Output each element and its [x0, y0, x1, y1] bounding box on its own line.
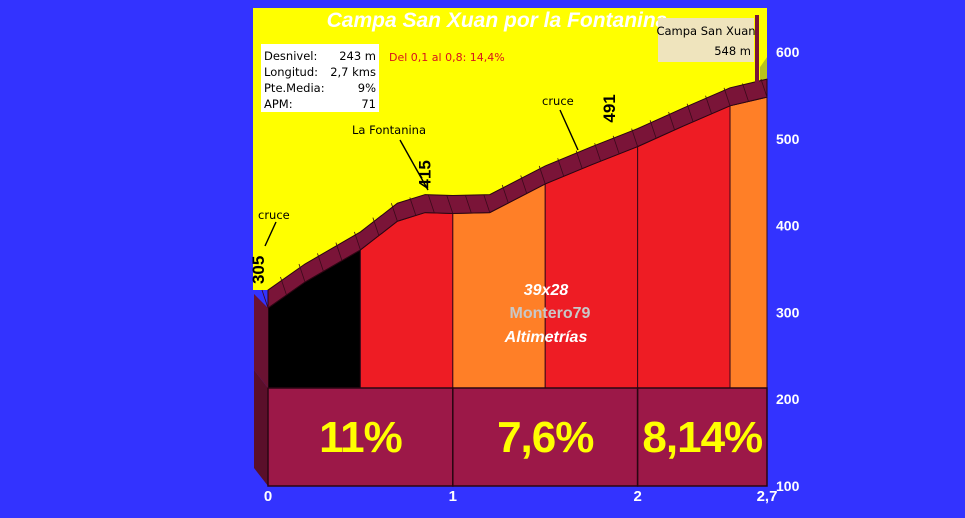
- road-tick: [261, 289, 269, 309]
- steep-section-note: Del 0,1 al 0,8: 14,4%: [389, 51, 505, 64]
- summit-altitude: 548 m: [714, 44, 751, 58]
- road-tick: [705, 95, 712, 114]
- road-tick: [760, 79, 768, 98]
- y-tick-label-0: 100: [776, 478, 800, 494]
- annotation-2: cruce: [542, 94, 574, 108]
- y-tick-label-1: 200: [776, 391, 800, 407]
- stat-label-longitud: Longitud:: [264, 65, 318, 79]
- road-tick: [520, 175, 528, 194]
- profile-segment-5: [729, 96, 768, 389]
- altitude-label-1: 415: [415, 160, 434, 188]
- km-segment-0: [267, 387, 454, 487]
- stat-label-desnivel: Desnivel:: [264, 49, 317, 63]
- km-gradient-label-1: 7,6%: [497, 413, 593, 462]
- road-tick: [575, 150, 583, 169]
- x-tick-label-3: 2,7: [757, 488, 778, 505]
- road-tick: [649, 120, 657, 139]
- road-tick: [464, 194, 472, 214]
- profile-segment-4: [637, 105, 731, 389]
- road-tick: [335, 242, 343, 261]
- altitude-label-0: 305: [249, 256, 268, 284]
- stat-value-longitud: 2,7 kms: [330, 65, 376, 79]
- x-tick-label-1: 1: [449, 488, 457, 505]
- road-tick: [372, 217, 380, 236]
- profile-side: [254, 294, 268, 388]
- road-tick: [446, 195, 454, 214]
- road-tick: [668, 111, 675, 131]
- stat-value-pte-media: 9%: [358, 81, 376, 95]
- base-side: [254, 370, 268, 486]
- road-tick: [612, 135, 620, 155]
- stat-value-desnivel: 243 m: [339, 49, 376, 63]
- road-tick: [538, 165, 546, 185]
- road-tick: [483, 194, 491, 213]
- y-tick-label-2: 300: [776, 304, 800, 320]
- summit-name: Campa San Xuan: [656, 24, 755, 38]
- road-tick: [427, 194, 435, 213]
- road-tick: [594, 143, 602, 162]
- road-tick: [354, 231, 361, 251]
- y-tick-label-4: 500: [776, 131, 800, 147]
- stat-label-apm: APM:: [264, 97, 293, 111]
- annotation-leader-1: [399, 139, 429, 191]
- x-tick-label-0: 0: [264, 488, 272, 505]
- watermark-line-2: Montero79: [510, 305, 591, 322]
- annotation-leader-2: [559, 109, 579, 151]
- road-tick: [686, 103, 694, 122]
- km-gradient-label-0: 11%: [319, 413, 402, 462]
- annotation-1: La Fontanina: [352, 123, 426, 137]
- km-segment-2: [636, 387, 768, 487]
- stats-box: [261, 44, 379, 112]
- stat-value-apm: 71: [361, 97, 376, 111]
- road-tick: [298, 263, 306, 283]
- road-tick: [317, 253, 324, 272]
- road-tick: [742, 83, 749, 102]
- road-tick: [723, 87, 731, 106]
- km-gradient-label-2: 8,14%: [642, 413, 762, 462]
- road-tick: [409, 197, 417, 216]
- chart-title: Campa San Xuan por la Fontanina: [327, 9, 668, 32]
- road-tick: [631, 128, 639, 147]
- altitude-label-2: 491: [600, 94, 619, 122]
- road-tick: [557, 158, 565, 177]
- x-tick-label-2: 2: [633, 488, 641, 505]
- road-tick: [390, 203, 398, 222]
- road-tick: [280, 276, 287, 296]
- annotation-0: cruce: [258, 208, 290, 222]
- y-tick-label-3: 400: [776, 218, 800, 234]
- profile-segment-3: [544, 145, 639, 389]
- watermark-line-3: Altimetrías: [504, 329, 588, 346]
- road-tick: [501, 184, 509, 204]
- annotation-leader-0: [264, 221, 277, 247]
- km-segment-1: [452, 387, 639, 487]
- stat-label-pte-media: Pte.Media:: [264, 81, 325, 95]
- y-tick-label-5: 600: [776, 44, 800, 60]
- watermark-line-1: 39x28: [524, 282, 569, 299]
- summit-box: [658, 18, 754, 62]
- summit-flagpole: [755, 15, 759, 85]
